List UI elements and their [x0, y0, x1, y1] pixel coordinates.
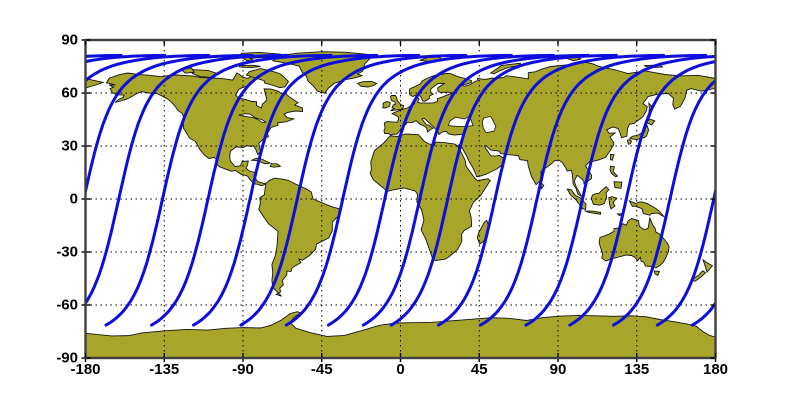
- landmass-ireland: [382, 101, 391, 109]
- y-tick-label-60: 60: [61, 84, 78, 102]
- x-tick-label-135: 135: [624, 361, 650, 378]
- orbit-track: [655, 184, 716, 327]
- landmass-luzon: [609, 165, 619, 178]
- orbit-track: [524, 54, 716, 327]
- landmass-java: [584, 210, 602, 215]
- orbit-track: [389, 53, 618, 327]
- landmass-devon-island: [239, 64, 261, 69]
- landmass-sulawesi: [608, 196, 618, 210]
- landmass-taiwan: [610, 153, 615, 161]
- x-tick-label-0: 0: [396, 361, 405, 378]
- orbit-track: [361, 53, 590, 327]
- gridlines: [85, 40, 716, 358]
- orbit-track: [104, 53, 333, 327]
- orbit-track: [326, 53, 555, 327]
- landmass-mindanao: [613, 181, 623, 189]
- y-tick-label-30: 30: [61, 137, 78, 155]
- landmass-tasmania: [653, 270, 661, 277]
- land-layer: [85, 78, 105, 358]
- landmass-kyushu-shikoku: [626, 139, 633, 145]
- x-tick-label--180: -180: [70, 361, 101, 378]
- orbit-tracks: [85, 53, 716, 327]
- landmass-new-guinea: [628, 199, 665, 218]
- y-tick-label--30: -30: [56, 243, 78, 261]
- orbit-track: [239, 53, 468, 327]
- orbit-track: [150, 53, 379, 327]
- tick-marks: [81, 39, 717, 362]
- y-tick-label-0: 0: [69, 190, 78, 208]
- plot-area: [85, 40, 716, 358]
- landmass-borneo: [590, 185, 610, 206]
- orbit-track: [192, 53, 421, 327]
- landmass-new-zealand-north: [702, 258, 714, 274]
- landmass-australia: [598, 216, 670, 269]
- orbit-track: [284, 53, 513, 327]
- plot-frame: [84, 38, 717, 360]
- landmass-iceland: [356, 81, 378, 88]
- water-caspian-sea: [481, 115, 497, 134]
- y-tick-label--60: -60: [56, 296, 78, 314]
- x-tick-label--135: -135: [149, 361, 180, 378]
- x-tick-label-90: 90: [549, 361, 567, 378]
- y-tick-label--90: -90: [56, 349, 78, 367]
- x-tick-label--45: -45: [310, 361, 333, 378]
- landmass-hokkaido: [645, 118, 656, 126]
- water-great-lakes: [238, 113, 267, 123]
- orbit-track: [437, 53, 666, 327]
- x-tick-label--90: -90: [232, 361, 254, 378]
- orbit-track: [85, 53, 289, 306]
- x-tick-label-180: 180: [702, 361, 729, 378]
- orbit-track: [85, 53, 254, 199]
- landmass-great-britain: [390, 95, 405, 112]
- landmass-new-zealand-south: [690, 270, 707, 282]
- landmass-baffin-island: [245, 68, 290, 89]
- orbit-track: [612, 78, 716, 327]
- orbit-track: [568, 60, 716, 327]
- landmass-afro-eurasia: [85, 78, 105, 89]
- orbit-track: [479, 53, 708, 327]
- landmass-hispaniola: [269, 163, 282, 168]
- x-tick-label-45: 45: [470, 361, 488, 378]
- y-tick-label-90: 90: [61, 31, 78, 49]
